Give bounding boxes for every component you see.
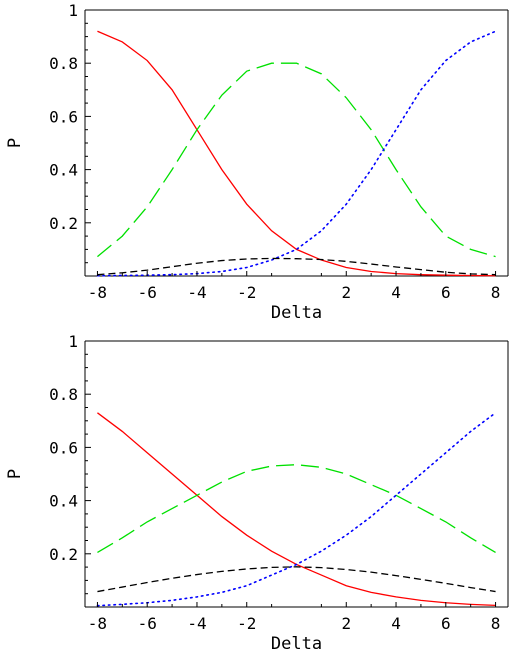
y-tick-label: 0.8 <box>49 54 78 73</box>
x-axis-label: Delta <box>271 303 322 323</box>
y-tick-label: 1 <box>68 332 78 351</box>
series-line-3 <box>97 413 495 606</box>
y-tick-label: 1 <box>68 1 78 20</box>
x-tick-label: -2 <box>237 614 256 633</box>
x-tick-label: -8 <box>88 283 107 302</box>
x-axis-label: Delta <box>271 634 322 654</box>
x-tick-label: 6 <box>441 283 451 302</box>
x-tick-label: -8 <box>88 614 107 633</box>
chart-top: -8 -6 -4 -2 2 4 6 8 0.2 0.4 0.6 0.8 1 Delta P <box>5 1 508 323</box>
x-tick-label: -4 <box>187 283 206 302</box>
x-tick-label: -6 <box>138 614 157 633</box>
x-tick-label: 2 <box>341 283 351 302</box>
y-axis-label: P <box>5 138 25 148</box>
x-tick-label: 8 <box>491 283 501 302</box>
x-tick-label: 4 <box>391 614 401 633</box>
y-tick-label: 0.6 <box>49 438 78 457</box>
y-tick-label: 0.2 <box>49 545 78 564</box>
series-line-1 <box>97 31 495 275</box>
x-tick-label: 4 <box>391 283 401 302</box>
x-tick-label: 6 <box>441 614 451 633</box>
chart-bottom: -8 -6 -4 -2 2 4 6 8 0.2 0.4 0.6 0.8 1 Delta P <box>5 332 508 654</box>
y-tick-label: 0.2 <box>49 214 78 233</box>
series-line-3 <box>97 31 495 275</box>
x-tick-label: 8 <box>491 614 501 633</box>
x-tick-label: 2 <box>341 614 351 633</box>
y-tick-label: 0.4 <box>49 161 78 180</box>
x-tick-label: -2 <box>237 283 256 302</box>
x-tick-label: -6 <box>138 283 157 302</box>
series-line-4 <box>97 567 495 592</box>
y-axis-label: P <box>5 469 25 479</box>
series-line-2 <box>97 465 495 553</box>
series-line-4 <box>97 258 495 274</box>
y-tick-label: 0.8 <box>49 385 78 404</box>
y-tick-label: 0.4 <box>49 492 78 511</box>
x-tick-label: -4 <box>187 614 206 633</box>
series-line-2 <box>97 63 495 256</box>
y-tick-label: 0.6 <box>49 107 78 126</box>
series-line-1 <box>97 413 495 606</box>
